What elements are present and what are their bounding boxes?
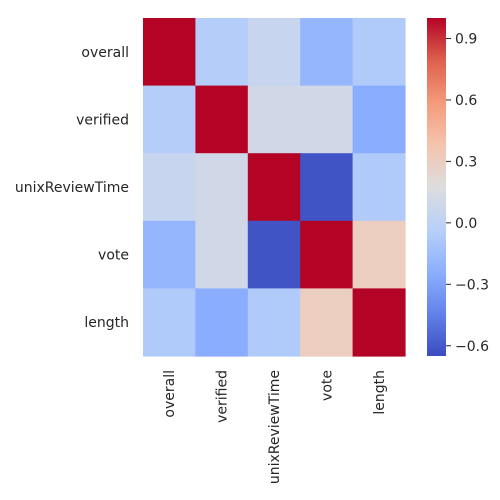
colorbar-tick-label: −0.6: [455, 339, 489, 355]
heatmap-cell: [247, 288, 301, 357]
row-label: length: [84, 315, 129, 331]
heatmap-cell: [352, 288, 406, 357]
colorbar: [427, 18, 446, 356]
row-labels: overall verified unixReviewTime vote length: [15, 45, 129, 331]
heatmap-cell: [300, 220, 354, 289]
colorbar-tick-label: −0.3: [455, 277, 489, 293]
heatmap-cells: [143, 18, 406, 357]
heatmap-cell: [195, 220, 249, 289]
column-label: length: [372, 370, 388, 415]
heatmap-cell: [352, 85, 406, 154]
heatmap-cell: [247, 18, 301, 87]
row-label: vote: [98, 248, 129, 264]
heatmap-cell: [300, 85, 354, 154]
column-labels: overall verified unixReviewTime vote length: [162, 370, 388, 484]
column-label: vote: [319, 370, 335, 401]
heatmap-cell: [143, 153, 196, 222]
heatmap-cell: [195, 288, 249, 357]
heatmap-cell: [247, 85, 301, 154]
colorbar-tick-label: 0.0: [455, 216, 477, 232]
heatmap-cell: [300, 153, 354, 222]
row-label: unixReviewTime: [15, 180, 129, 196]
heatmap-cell: [300, 18, 354, 87]
heatmap-cell: [300, 288, 354, 357]
heatmap-cell: [143, 85, 196, 154]
heatmap-cell: [195, 153, 249, 222]
row-label: overall: [81, 45, 129, 61]
colorbar-tick-label: 0.6: [455, 93, 477, 109]
heatmap-cell: [143, 18, 196, 87]
column-label: overall: [162, 370, 178, 418]
heatmap-cell: [143, 288, 196, 357]
column-label: verified: [215, 370, 231, 423]
heatmap-cell: [352, 153, 406, 222]
colorbar-tick-label: 0.9: [455, 31, 477, 47]
heatmap-cell: [352, 18, 406, 87]
row-label: verified: [76, 112, 129, 128]
heatmap-cell: [143, 220, 196, 289]
heatmap-cell: [247, 220, 301, 289]
colorbar-tick-label: 0.3: [455, 154, 477, 170]
heatmap-cell: [195, 85, 249, 154]
heatmap-cell: [247, 153, 301, 222]
heatmap-cell: [195, 18, 249, 87]
heatmap-cell: [352, 220, 406, 289]
colorbar-ticks: 0.9 0.6 0.3 0.0 −0.3 −0.6: [446, 31, 489, 355]
column-label: unixReviewTime: [267, 370, 283, 484]
